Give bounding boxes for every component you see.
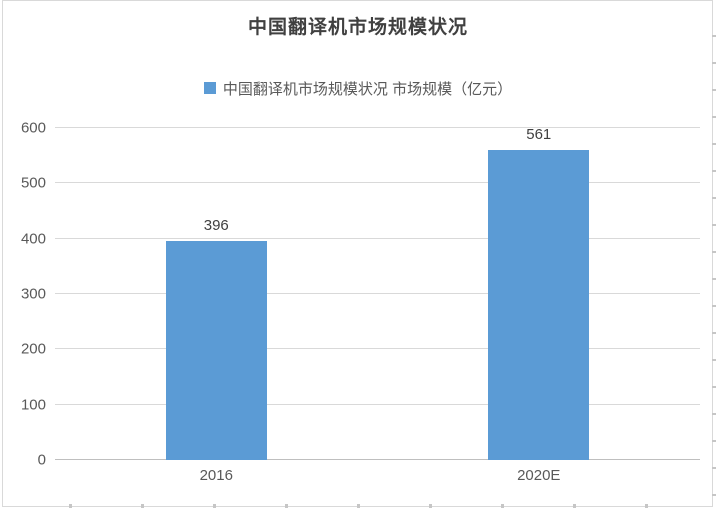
gridline [55, 293, 700, 294]
x-axis-line [55, 459, 700, 460]
plot-area: 396 561 [55, 125, 700, 460]
gridline [55, 127, 700, 128]
chart-title: 中国翻译机市场规模状况 [247, 17, 468, 38]
bar-value-label: 561 [526, 125, 552, 143]
spreadsheet-column-ticks [0, 504, 716, 508]
chart-legend: 中国翻译机市场规模状况 市场规模（亿元） [0, 78, 716, 98]
spreadsheet-row-ticks [712, 10, 716, 508]
y-tick-label: 500 [20, 174, 46, 192]
y-tick-label: 600 [20, 119, 46, 137]
gridline [55, 348, 700, 350]
y-axis-labels: 0 100 200 300 400 500 600 [0, 121, 46, 468]
y-tick-label: 200 [20, 340, 46, 358]
y-tick-label: 100 [20, 396, 46, 414]
x-category-label: 2020E [517, 467, 561, 484]
gridline [55, 237, 700, 239]
legend-swatch-icon [203, 82, 216, 94]
bar [488, 149, 590, 460]
gridline [55, 182, 700, 184]
y-tick-label: 0 [37, 451, 46, 469]
bar-value-label: 396 [203, 216, 229, 234]
y-tick-label: 300 [20, 285, 46, 303]
legend-label: 中国翻译机市场规模状况 市场规模（亿元） [222, 80, 513, 98]
bar [165, 240, 267, 460]
x-axis-labels: 2016 2020E [55, 468, 700, 490]
gridline [55, 403, 700, 405]
x-category-label: 2016 [199, 467, 233, 484]
y-tick-label: 400 [20, 230, 46, 248]
